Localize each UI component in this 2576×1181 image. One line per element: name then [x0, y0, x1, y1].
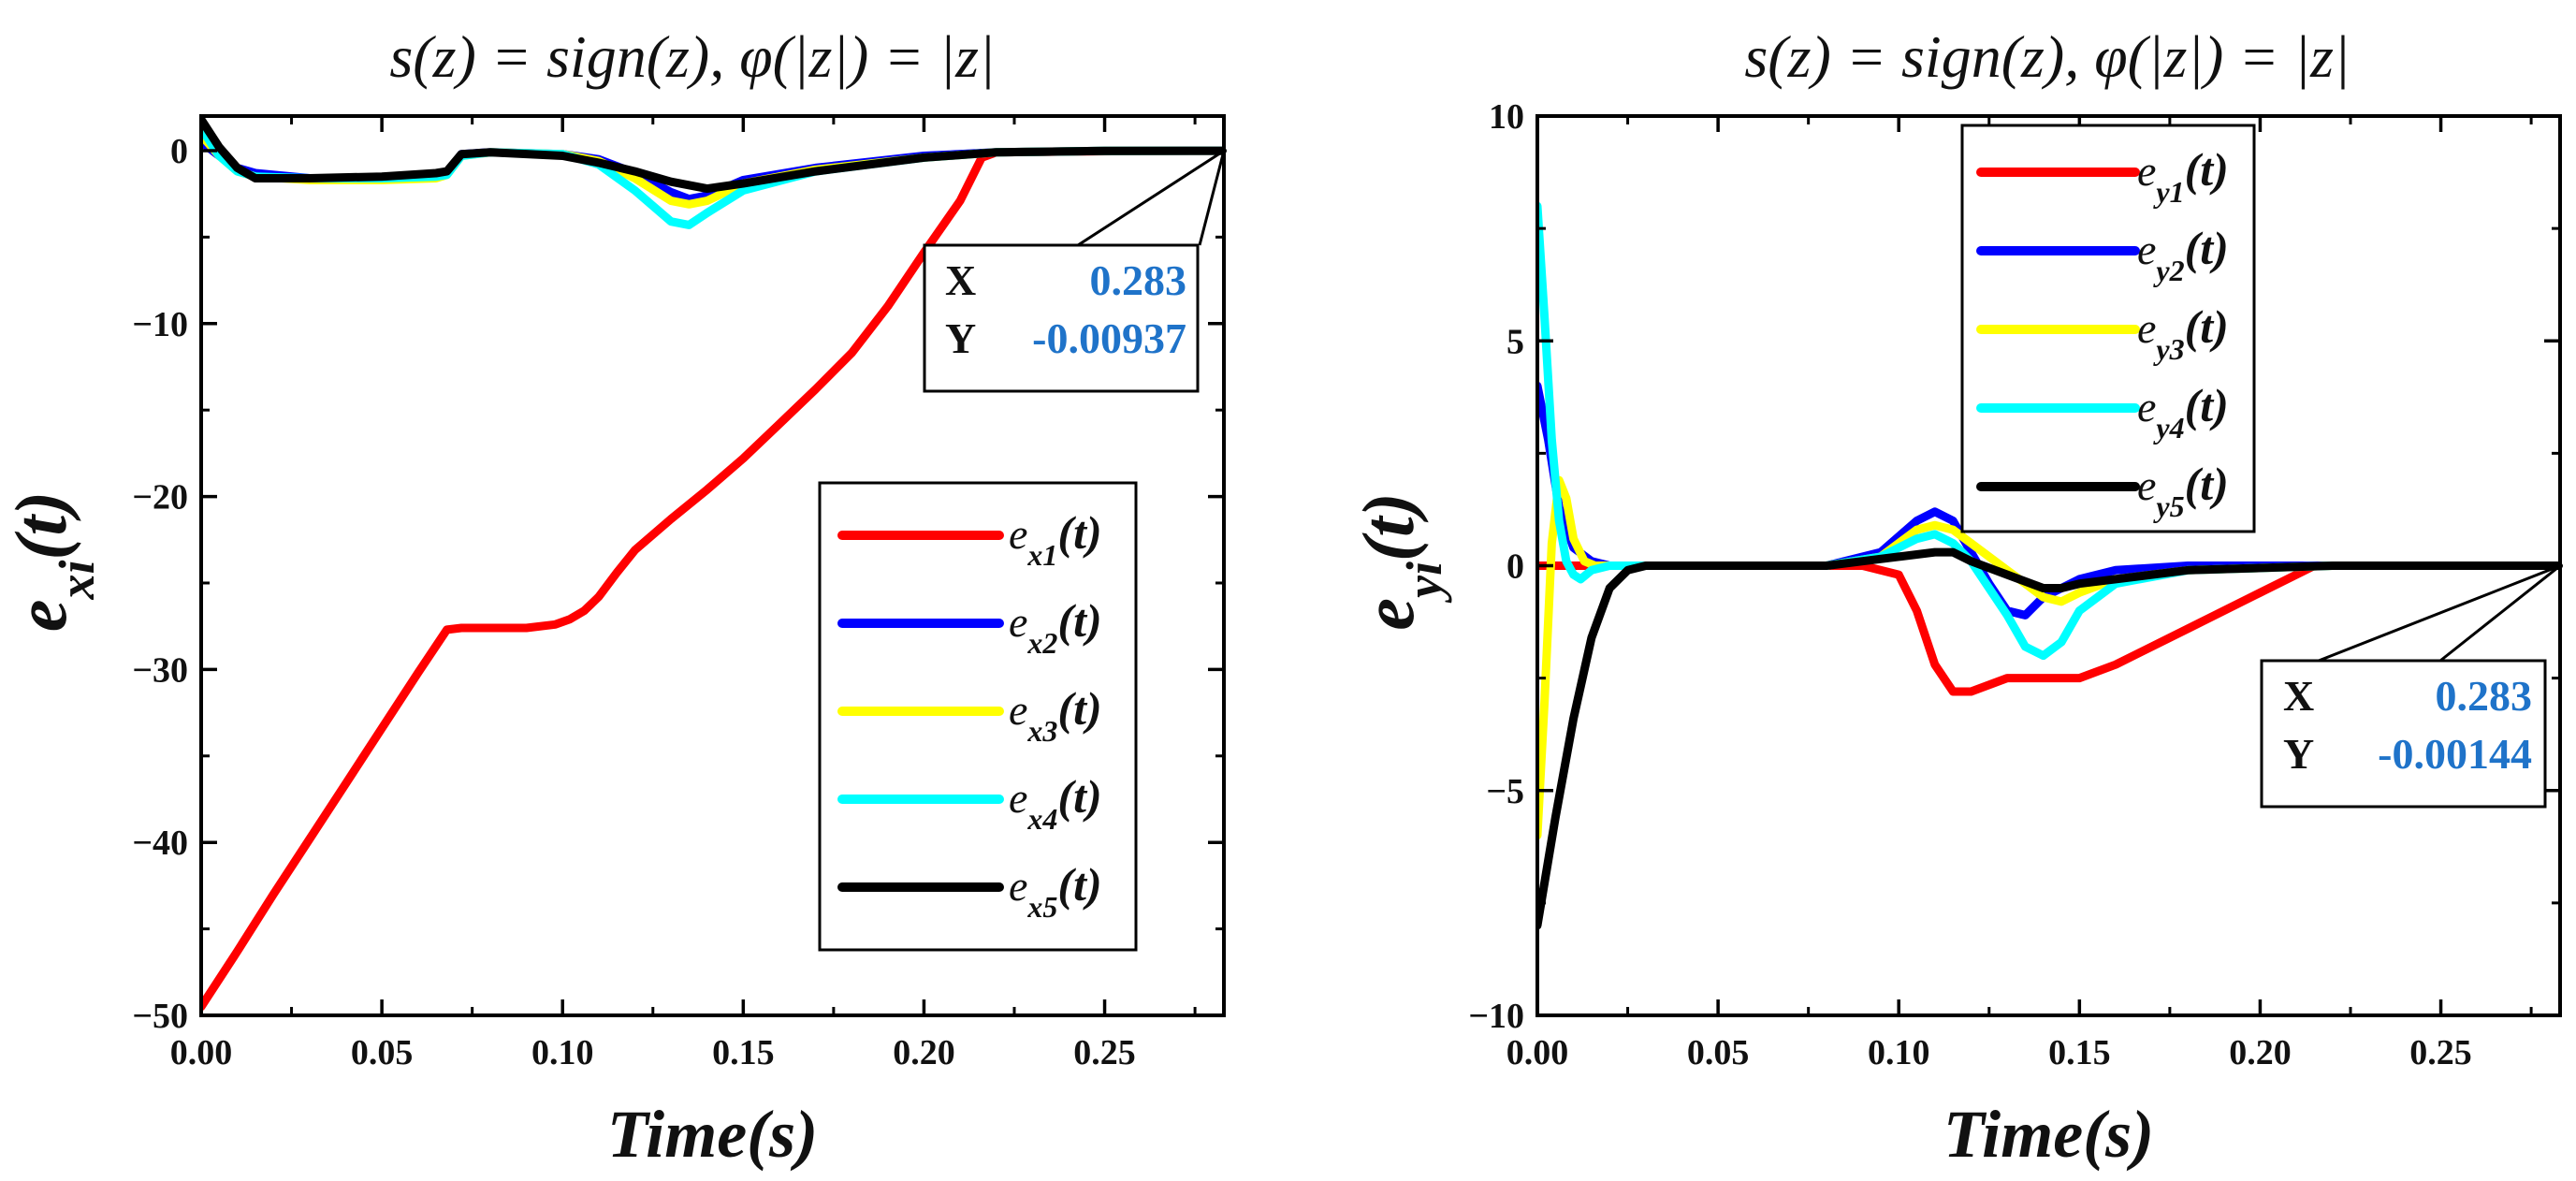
x-axis-label: Time(s)	[607, 1097, 818, 1172]
x-tick-label: 0.10	[531, 1033, 594, 1072]
data-tip-x-label: X	[945, 256, 976, 304]
data-tip-point	[2557, 562, 2563, 569]
x-tick-label: 0.15	[712, 1033, 775, 1072]
x-tick-label: 0.25	[2409, 1033, 2472, 1072]
legend-label-x2: ex2(t)	[1009, 594, 1102, 660]
chart-2: s(z) = sign(z), φ(|z|) = |z| 0.00 0.05 0.10…	[1347, 23, 2563, 1172]
chart-title: s(z) = sign(z), φ(|z|) = |z|	[1744, 23, 2350, 90]
legend-label-y5: ey5(t)	[2137, 458, 2229, 523]
chart-1: s(z) = sign(z), φ(|z|) = |z| 0.00 0.05 0.10…	[0, 23, 1227, 1172]
legend-label-x5: ex5(t)	[1009, 858, 1102, 924]
legend-label-x3: ex3(t)	[1009, 682, 1102, 748]
data-tip-y-label: Y	[945, 314, 976, 362]
data-tip-leader	[1077, 149, 1225, 247]
data-tip-box	[2260, 659, 2547, 809]
data-tip: X 0.283 Y -0.00144	[2260, 562, 2563, 809]
y-tick-label: −50	[132, 997, 188, 1036]
y-tick-label: 5	[1506, 322, 1524, 361]
series-line-x5	[201, 116, 1224, 194]
y-tick-label: 0	[1506, 547, 1524, 587]
series-line-y5	[1537, 547, 2560, 930]
y-tick-label: −20	[132, 478, 188, 518]
x-tick-label: 0.20	[893, 1033, 955, 1072]
x-tick-label: 0.25	[1073, 1033, 1136, 1072]
data-tip-y-value: -0.00937	[1032, 314, 1186, 362]
y-tick-label: −40	[132, 824, 188, 863]
legend-label-y1: ey1(t)	[2137, 143, 2229, 209]
chart-title: s(z) = sign(z), φ(|z|) = |z|	[389, 23, 995, 90]
data-tip-box	[923, 243, 1200, 393]
data-tip-leader	[1198, 150, 1226, 246]
y-tick-label: 10	[1489, 97, 1524, 137]
x-tick-label: 0.15	[2048, 1033, 2111, 1072]
y-axis-label: exi(t)	[0, 491, 105, 632]
data-tip-point	[1221, 148, 1227, 154]
legend-box	[818, 481, 1138, 952]
data-tip-leader	[2439, 564, 2561, 663]
legend-label-y4: ey4(t)	[2137, 379, 2229, 445]
data-tip-y-label: Y	[2283, 730, 2314, 778]
series-group	[1537, 201, 2560, 930]
x-tick-label: 0.00	[1506, 1033, 1569, 1072]
y-tick-label: −5	[1486, 772, 1524, 811]
legend-label-y2: ey2(t)	[2137, 222, 2229, 287]
series-group	[201, 116, 1224, 1012]
y-axis-label: eyi(t)	[1347, 492, 1452, 630]
data-tip-x-value: 0.283	[1090, 256, 1187, 304]
plot-frame	[199, 114, 1226, 1017]
y-tick-label: −30	[132, 650, 188, 690]
legend-label-y3: ey3(t)	[2137, 300, 2229, 366]
x-axis-label: Time(s)	[1943, 1097, 2154, 1172]
legend-label-x4: ex4(t)	[1009, 770, 1102, 836]
legend: ey1(t) ey2(t) ey3(t) ey4(t) ey5(t)	[1960, 124, 2256, 533]
data-tip: X 0.283 Y -0.00937	[923, 148, 1227, 393]
series-line-y1	[1537, 561, 2560, 696]
x-tick-label: 0.10	[1868, 1033, 1930, 1072]
y-tick-label: 0	[170, 132, 188, 171]
data-tip-x-value: 0.283	[2436, 672, 2533, 720]
series-line-y4	[1537, 201, 2560, 661]
x-tick-label: 0.20	[2229, 1033, 2292, 1072]
x-tick-label: 0.00	[170, 1033, 233, 1072]
y-tick-label: −10	[1468, 997, 1524, 1036]
x-tick-label: 0.05	[1687, 1033, 1750, 1072]
legend: ex1(t) ex2(t) ex3(t) ex4(t) ex5(t)	[818, 481, 1138, 952]
legend-label-x1: ex1(t)	[1009, 506, 1102, 572]
x-tick-label: 0.05	[351, 1033, 414, 1072]
y-tick-label: −10	[132, 305, 188, 344]
series-line-x1	[201, 146, 1224, 1012]
data-tip-y-value: -0.00144	[2378, 730, 2532, 778]
data-tip-x-label: X	[2283, 672, 2314, 720]
data-tip-leader	[2318, 564, 2561, 663]
